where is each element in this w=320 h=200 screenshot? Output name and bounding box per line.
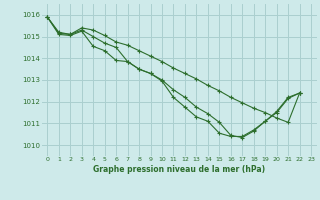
X-axis label: Graphe pression niveau de la mer (hPa): Graphe pression niveau de la mer (hPa) <box>93 165 265 174</box>
